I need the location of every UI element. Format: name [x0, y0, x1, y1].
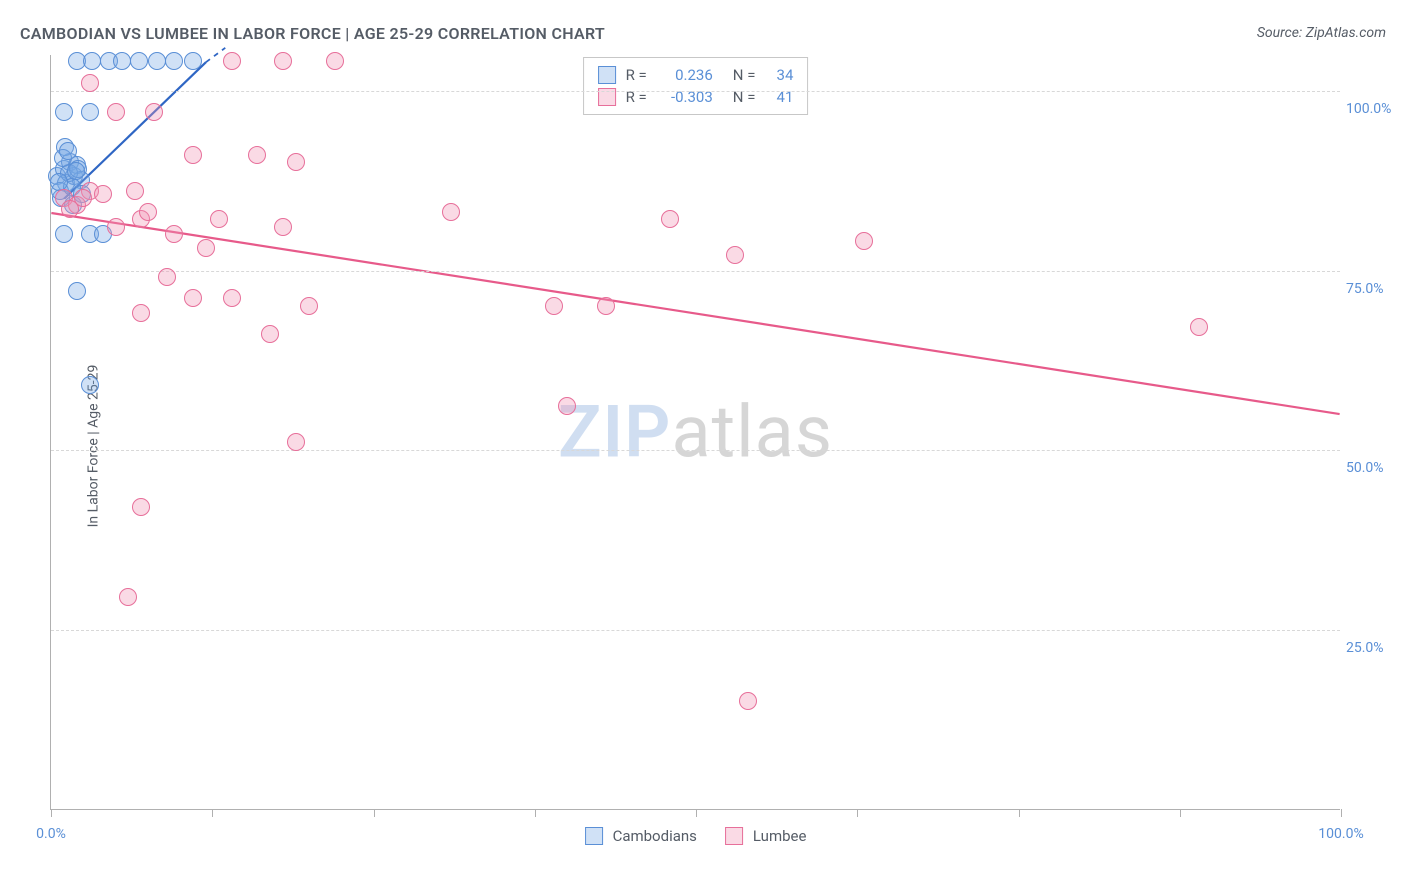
data-point: [300, 297, 318, 315]
data-point: [558, 397, 576, 415]
data-point: [81, 376, 99, 394]
data-point: [83, 52, 101, 70]
data-point: [130, 52, 148, 70]
data-point: [55, 103, 73, 121]
data-point: [81, 74, 99, 92]
data-point: [113, 52, 131, 70]
x-tick-label: 0.0%: [36, 826, 66, 842]
data-point: [661, 210, 679, 228]
data-point: [74, 189, 92, 207]
data-point: [94, 185, 112, 203]
data-point: [184, 146, 202, 164]
data-point: [287, 433, 305, 451]
chart-source: Source: ZipAtlas.com: [1257, 25, 1386, 41]
data-point: [145, 103, 163, 121]
data-point: [107, 218, 125, 236]
legend-row: R =-0.303N =41: [598, 86, 794, 108]
grid-line: [51, 91, 1340, 92]
data-point: [158, 268, 176, 286]
x-tick: [535, 809, 536, 817]
series-legend: Cambodians Lumbee: [585, 825, 807, 847]
data-point: [855, 232, 873, 250]
x-tick: [857, 809, 858, 817]
data-point: [261, 325, 279, 343]
legend-swatch: [598, 66, 616, 84]
x-tick: [1341, 809, 1342, 817]
x-tick-label: 100.0%: [1318, 826, 1363, 842]
data-point: [132, 304, 150, 322]
data-point: [223, 289, 241, 307]
data-point: [1190, 318, 1208, 336]
x-tick: [1019, 809, 1020, 817]
data-point: [726, 246, 744, 264]
legend-label: Cambodians: [613, 827, 697, 845]
legend-row: R = 0.236 N = 34: [598, 64, 794, 86]
data-point: [597, 297, 615, 315]
correlation-legend: R = 0.236 N = 34 R =-0.303N =41: [583, 57, 809, 115]
x-tick: [696, 809, 697, 817]
grid-line: [51, 450, 1340, 451]
data-point: [126, 182, 144, 200]
data-point: [107, 103, 125, 121]
data-point: [274, 218, 292, 236]
data-point: [165, 52, 183, 70]
x-tick: [1180, 809, 1181, 817]
data-point: [67, 162, 85, 180]
chart-title: CAMBODIAN VS LUMBEE IN LABOR FORCE | AGE…: [20, 24, 605, 43]
data-point: [119, 588, 137, 606]
legend-swatch: [585, 827, 603, 845]
data-point: [223, 52, 241, 70]
y-tick-label: 50.0%: [1346, 460, 1398, 476]
legend-n-value: 34: [765, 66, 793, 84]
data-point: [545, 297, 563, 315]
data-point: [132, 498, 150, 516]
legend-label: Lumbee: [753, 827, 807, 845]
data-point: [197, 239, 215, 257]
y-tick-label: 75.0%: [1346, 281, 1398, 297]
data-point: [81, 103, 99, 121]
x-tick: [374, 809, 375, 817]
data-point: [59, 142, 77, 160]
chart-header: CAMBODIAN VS LUMBEE IN LABOR FORCE | AGE…: [20, 18, 1386, 48]
y-tick-label: 25.0%: [1346, 640, 1398, 656]
trend-lines: [51, 55, 1340, 809]
legend-item: Cambodians: [585, 825, 697, 847]
data-point: [148, 52, 166, 70]
trend-line: [51, 213, 1339, 414]
data-point: [210, 210, 228, 228]
grid-line: [51, 630, 1340, 631]
legend-item: Lumbee: [725, 825, 807, 847]
x-tick: [212, 809, 213, 817]
data-point: [248, 146, 266, 164]
data-point: [287, 153, 305, 171]
data-point: [442, 203, 460, 221]
y-tick-label: 100.0%: [1346, 101, 1398, 117]
legend-swatch: [725, 827, 743, 845]
grid-line: [51, 271, 1340, 272]
data-point: [68, 282, 86, 300]
data-point: [326, 52, 344, 70]
legend-n-label: N =: [733, 66, 756, 84]
legend-r-label: R =: [626, 66, 647, 84]
plot-area: ZIPatlas R = 0.236N =34R =-0.303N =41 Ca…: [50, 55, 1340, 810]
data-point: [55, 225, 73, 243]
data-point: [139, 203, 157, 221]
legend-r-value: 0.236: [657, 66, 713, 84]
data-point: [165, 225, 183, 243]
data-point: [274, 52, 292, 70]
data-point: [739, 692, 757, 710]
data-point: [184, 52, 202, 70]
data-point: [184, 289, 202, 307]
x-tick: [51, 809, 52, 817]
